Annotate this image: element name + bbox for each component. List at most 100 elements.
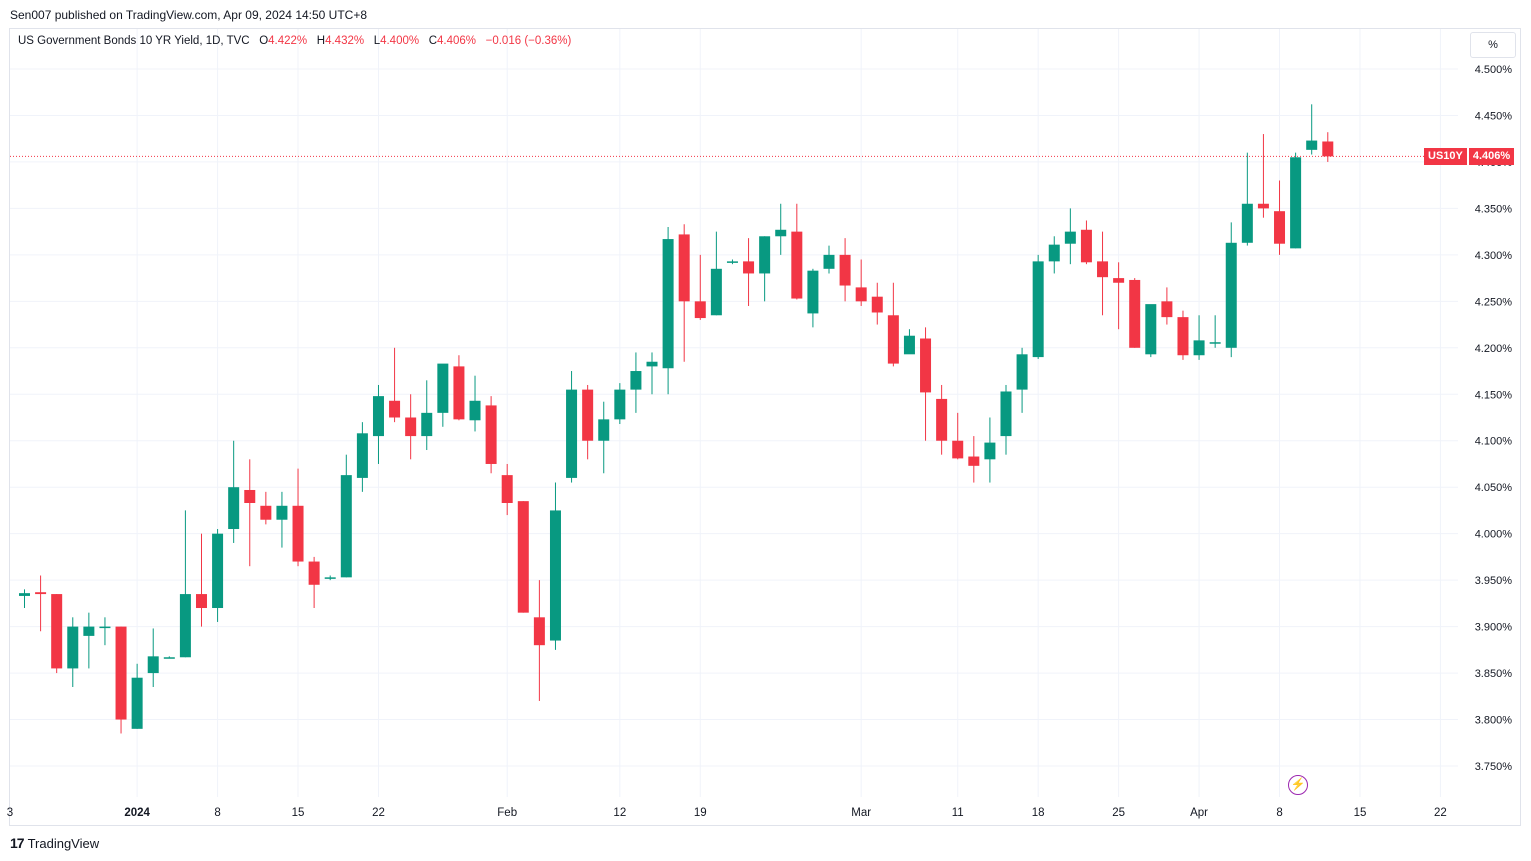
candle-body <box>260 505 272 520</box>
candle <box>1064 208 1076 265</box>
y-tick-label: 4.200% <box>1475 343 1513 355</box>
candle <box>115 626 127 734</box>
candle <box>67 617 79 688</box>
y-tick-label: 4.300% <box>1475 250 1513 262</box>
legend-close-label: C <box>428 35 438 47</box>
candle <box>1193 315 1205 360</box>
footer-branding[interactable]: 17 TradingView <box>10 835 99 851</box>
candle-body <box>984 442 996 460</box>
y-tick-label: 3.800% <box>1475 715 1513 727</box>
candle-body <box>743 261 755 274</box>
candle <box>1274 180 1286 255</box>
candle <box>1032 254 1044 359</box>
x-tick-label: 22 <box>1434 807 1447 819</box>
y-tick-label: 4.150% <box>1475 389 1513 401</box>
legend-low-value: 4.400% <box>380 35 420 47</box>
candle-body <box>99 626 111 629</box>
candle <box>1209 315 1221 348</box>
candle <box>1241 152 1253 246</box>
x-tick-label: Apr <box>1190 807 1208 819</box>
legend-close-value: 4.406% <box>437 35 477 47</box>
y-tick-label: 4.050% <box>1475 482 1513 494</box>
candle <box>759 236 771 302</box>
candle <box>19 589 30 609</box>
legend-change: −0.016 (−0.36%) <box>485 35 572 47</box>
candle <box>823 245 835 274</box>
candle-body <box>1177 317 1189 356</box>
y-tick-label: 4.350% <box>1475 203 1513 215</box>
candle-body <box>533 617 545 646</box>
candle-body <box>1064 231 1076 244</box>
candle <box>920 327 932 441</box>
x-tick-label: 8 <box>214 807 220 819</box>
candle <box>582 384 594 460</box>
candle-body <box>968 456 980 466</box>
candle-body <box>469 400 481 421</box>
candle <box>775 203 787 255</box>
candle-body <box>903 335 915 355</box>
legend-open-label: O <box>259 35 269 47</box>
publisher-line: Sen007 published on TradingView.com, Apr… <box>10 8 368 22</box>
candle-body <box>1306 140 1318 150</box>
candle <box>51 594 63 674</box>
candle-body <box>1274 211 1286 244</box>
candle-body <box>630 371 642 390</box>
candle-body <box>694 301 706 319</box>
candle-body <box>67 626 79 669</box>
candle-body <box>51 594 63 669</box>
candle <box>871 282 883 325</box>
candle <box>662 226 674 395</box>
candle <box>903 329 915 355</box>
candle <box>1145 304 1157 358</box>
candle-body <box>1225 242 1237 348</box>
legend-low-label: L <box>373 35 381 47</box>
candle <box>1306 104 1318 155</box>
candle-body <box>292 505 304 562</box>
candle <box>501 463 513 516</box>
candle <box>968 436 980 483</box>
candle <box>1000 384 1012 455</box>
unit-toggle-button[interactable]: % <box>1470 32 1516 58</box>
candle <box>549 482 561 650</box>
candle <box>292 468 304 567</box>
candle-body <box>517 501 529 613</box>
candle <box>244 459 256 567</box>
candle <box>743 238 755 306</box>
legend-high-label: H <box>316 35 326 47</box>
candle <box>179 510 191 658</box>
candle-body <box>1193 340 1205 356</box>
candle-body <box>1080 229 1092 263</box>
candle-body <box>1209 342 1221 344</box>
candle-body <box>920 338 932 393</box>
candle-body <box>1322 141 1334 157</box>
candle-body <box>340 475 352 578</box>
candle-body <box>421 412 433 437</box>
candle <box>1016 347 1028 413</box>
candle-body <box>855 287 867 302</box>
candle-body <box>244 489 256 503</box>
candle <box>1257 134 1269 218</box>
x-tick-label: 12 <box>613 807 626 819</box>
candle <box>453 355 465 421</box>
candle-body <box>936 398 948 441</box>
candle <box>99 617 111 646</box>
candle-body <box>195 594 207 609</box>
footer-brand-name: TradingView <box>27 835 100 851</box>
candle <box>389 347 401 423</box>
x-tick-label: 19 <box>694 807 707 819</box>
candle-body <box>1129 279 1141 348</box>
candle <box>791 203 803 300</box>
legend-high-value: 4.432% <box>325 35 365 47</box>
candle-body <box>759 236 771 274</box>
candle <box>1048 236 1060 274</box>
time-axis: 3 2024 8 15 22 Feb 12 19 Mar 11 18 25 Apr 8 15 22 <box>7 807 1447 819</box>
candle <box>710 231 722 316</box>
x-tick-label: 18 <box>1032 807 1045 819</box>
candle <box>936 384 948 455</box>
price-axis: 4.500%4.450%4.400%4.350%4.300%4.250%4.20… <box>1475 64 1513 773</box>
y-tick-label: 3.850% <box>1475 668 1513 680</box>
candle <box>807 268 819 328</box>
candle-body <box>405 417 417 437</box>
lightning-icon[interactable]: ⚡ <box>1288 775 1308 795</box>
